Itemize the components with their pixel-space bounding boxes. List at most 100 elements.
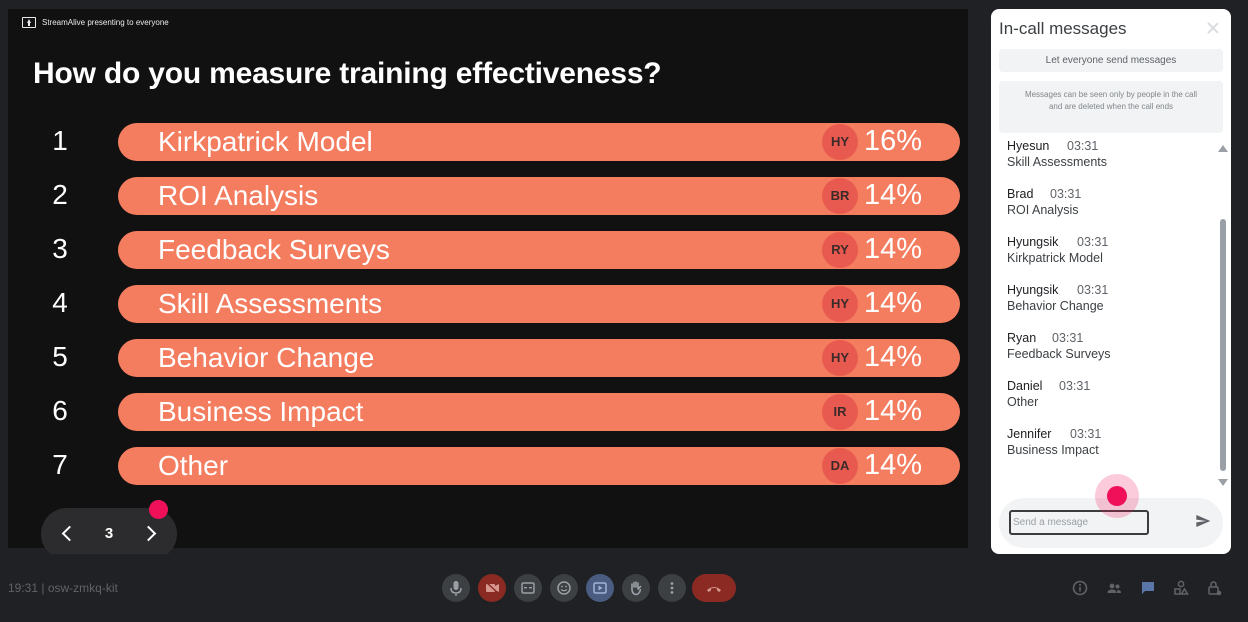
message-time: 03:31 bbox=[1067, 139, 1099, 153]
voter-avatar: DA bbox=[822, 448, 858, 484]
chat-icon bbox=[1142, 582, 1154, 594]
chat-message: Hyesun 03:31 Skill Assessments bbox=[1007, 139, 1207, 179]
poll-option-row: 2 ROI Analysis BR 14% bbox=[8, 177, 968, 215]
emoji-icon bbox=[557, 581, 571, 595]
option-percentage: 16% bbox=[864, 125, 923, 157]
notification-dot bbox=[149, 500, 168, 519]
chat-panel: In-call messages Let everyone send messa… bbox=[991, 9, 1231, 554]
meeting-details-button[interactable] bbox=[1068, 576, 1092, 600]
sender-name: Hyungsik bbox=[1007, 283, 1059, 297]
option-percentage: 14% bbox=[864, 233, 923, 265]
chat-button[interactable] bbox=[1136, 576, 1160, 600]
cursor-pointer bbox=[1107, 486, 1127, 506]
slide-number: 3 bbox=[104, 525, 114, 542]
chat-message: Hyungsik 03:31 Behavior Change bbox=[1007, 283, 1207, 323]
next-slide-button[interactable] bbox=[139, 522, 163, 546]
message-text: Behavior Change bbox=[1007, 299, 1104, 313]
presenting-banner: StreamAlive presenting to everyone bbox=[22, 15, 169, 29]
reactions-button[interactable] bbox=[550, 574, 578, 602]
option-percentage: 14% bbox=[864, 449, 923, 481]
camera-button[interactable] bbox=[478, 574, 506, 602]
voter-avatar: HY bbox=[822, 286, 858, 322]
close-icon[interactable] bbox=[1206, 21, 1220, 35]
option-label: Business Impact bbox=[158, 396, 364, 427]
chat-info-notice: Messages can be seen only by people in t… bbox=[999, 81, 1223, 133]
option-bar: ROI Analysis BR 14% bbox=[118, 177, 960, 215]
message-time: 03:31 bbox=[1070, 427, 1102, 441]
option-number: 1 bbox=[52, 125, 68, 156]
more-options-button[interactable] bbox=[658, 574, 686, 602]
chat-message: Brad 03:31 ROI Analysis bbox=[1007, 187, 1207, 227]
message-text: Feedback Surveys bbox=[1007, 347, 1111, 361]
previous-slide-button[interactable] bbox=[55, 522, 79, 546]
message-text: Other bbox=[1007, 395, 1039, 409]
option-bar: Kirkpatrick Model HY 16% bbox=[118, 123, 960, 161]
microphone-button[interactable] bbox=[442, 574, 470, 602]
let-everyone-send-toggle[interactable]: Let everyone send messages bbox=[999, 49, 1223, 72]
option-percentage: 14% bbox=[864, 287, 923, 319]
meeting-toolbar: 19:31 | osw-zmkq-kit bbox=[0, 554, 1248, 622]
host-controls-button[interactable] bbox=[1202, 576, 1226, 600]
voter-avatar: RY bbox=[822, 232, 858, 268]
option-bar: Business Impact IR 14% bbox=[118, 393, 960, 431]
presenting-label: StreamAlive presenting to everyone bbox=[42, 17, 169, 27]
presentation-stage: StreamAlive presenting to everyone How d… bbox=[8, 9, 968, 548]
sender-name: Daniel bbox=[1007, 379, 1043, 393]
sender-name: Hyungsik bbox=[1007, 235, 1059, 249]
voter-avatar: HY bbox=[822, 340, 858, 376]
present-button[interactable] bbox=[586, 574, 614, 602]
voter-avatar: IR bbox=[822, 394, 858, 430]
option-number: 5 bbox=[52, 341, 68, 372]
option-label: Skill Assessments bbox=[158, 288, 383, 319]
option-bar: Behavior Change HY 14% bbox=[118, 339, 960, 377]
chat-message: Daniel 03:31 Other bbox=[1007, 379, 1207, 419]
sender-name: Hyesun bbox=[1007, 139, 1050, 153]
end-call-icon bbox=[707, 587, 721, 592]
message-text: Kirkpatrick Model bbox=[1007, 251, 1103, 265]
info-icon bbox=[1072, 580, 1088, 596]
option-label: Other bbox=[158, 450, 229, 481]
message-time: 03:31 bbox=[1050, 187, 1082, 201]
option-label: ROI Analysis bbox=[158, 180, 319, 211]
poll-question: How do you measure training effectivenes… bbox=[33, 57, 662, 90]
captions-button[interactable] bbox=[514, 574, 542, 602]
poll-option-row: 1 Kirkpatrick Model HY 16% bbox=[8, 123, 968, 161]
option-percentage: 14% bbox=[864, 179, 923, 211]
option-bar: Other DA 14% bbox=[118, 447, 960, 485]
activities-icon bbox=[1174, 580, 1189, 595]
presenting-icon bbox=[22, 16, 36, 28]
chat-message: Jennifer 03:31 Business Impact bbox=[1007, 427, 1207, 467]
message-time: 03:31 bbox=[1077, 235, 1109, 249]
raise-hand-button[interactable] bbox=[622, 574, 650, 602]
scroll-up-arrow-icon[interactable] bbox=[1218, 145, 1228, 152]
option-number: 3 bbox=[52, 233, 68, 264]
option-label: Kirkpatrick Model bbox=[158, 126, 373, 157]
option-number: 2 bbox=[52, 179, 68, 210]
sender-name: Ryan bbox=[1007, 331, 1037, 345]
present-icon bbox=[593, 582, 607, 594]
message-text: Business Impact bbox=[1007, 443, 1099, 457]
chat-message: Ryan 03:31 Feedback Surveys bbox=[1007, 331, 1207, 371]
scrollbar-thumb[interactable] bbox=[1220, 219, 1226, 471]
poll-option-row: 3 Feedback Surveys RY 14% bbox=[8, 231, 968, 269]
activities-button[interactable] bbox=[1169, 576, 1193, 600]
voter-avatar: HY bbox=[822, 124, 858, 160]
chat-message: Hyungsik 03:31 Kirkpatrick Model bbox=[1007, 235, 1207, 275]
people-button[interactable] bbox=[1102, 576, 1126, 600]
message-input[interactable] bbox=[1009, 510, 1149, 535]
poll-option-row: 4 Skill Assessments HY 14% bbox=[8, 285, 968, 323]
host-controls-icon bbox=[1208, 581, 1222, 596]
poll-option-row: 5 Behavior Change HY 14% bbox=[8, 339, 968, 377]
chat-panel-title: In-call messages bbox=[999, 19, 1127, 38]
option-label: Feedback Surveys bbox=[158, 234, 390, 265]
scroll-down-arrow-icon[interactable] bbox=[1218, 479, 1228, 486]
poll-option-row: 7 Other DA 14% bbox=[8, 447, 968, 485]
meeting-info: 19:31 | osw-zmkq-kit bbox=[8, 581, 118, 595]
option-number: 6 bbox=[52, 395, 68, 426]
send-icon[interactable] bbox=[1195, 513, 1211, 529]
message-text: ROI Analysis bbox=[1007, 203, 1079, 217]
raise-hand-icon bbox=[631, 581, 642, 596]
chevron-right-icon bbox=[140, 525, 157, 542]
leave-call-button[interactable] bbox=[692, 574, 736, 602]
